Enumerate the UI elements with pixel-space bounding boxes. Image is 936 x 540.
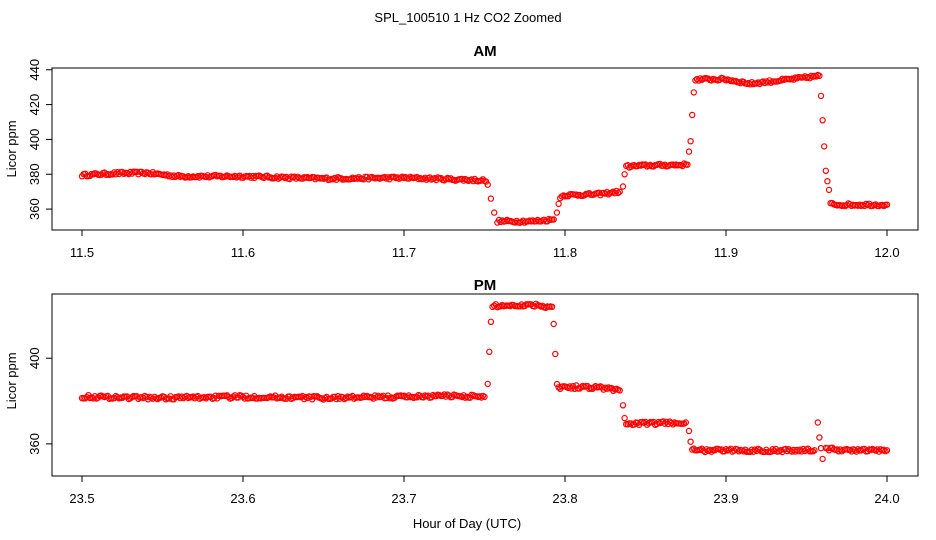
data-point [814,419,822,426]
data-point [819,455,826,463]
x-tick-label: 24.0 [874,491,899,506]
x-tick-label: 23.5 [69,491,94,506]
x-tick-label: 11.8 [553,245,577,260]
data-point [825,186,833,194]
data-point [264,172,271,179]
data-point [621,414,628,422]
data-point [553,209,561,216]
data-point [447,175,454,182]
data-point [811,447,818,454]
axes: 11.5 11.6 11.7 11.8 11.9 12.0 360 380 400 420 440 [27,59,900,260]
x-tick-label: 23.6 [230,491,255,506]
x-tick-label: 11.6 [231,245,255,260]
y-tick-label: 380 [27,163,42,185]
data-point [816,72,823,80]
data-point [164,171,171,178]
data-point [821,143,828,150]
data-point [824,177,831,185]
y-tick-label: 440 [27,59,42,81]
data-point [484,181,491,188]
data-point [223,392,231,399]
data-point [684,161,691,168]
x-tick-label: 23.9 [713,491,738,506]
data-point [550,216,557,223]
data-point [813,73,820,80]
data-point [682,419,690,426]
data-point [761,79,768,87]
y-axis-label: Licor ppm [4,120,19,177]
data-point [555,200,562,208]
data-point [883,201,891,208]
data-point [816,434,823,441]
data-point [550,320,557,328]
data-point [883,447,891,454]
x-tick-label: 11.5 [70,245,94,260]
data-point [880,446,888,453]
panel-title: AM [473,43,496,60]
data-point [486,348,493,355]
data-point [532,300,540,307]
data-point [552,350,559,358]
data-point [685,427,693,435]
x-tick-label: 11.9 [714,245,738,260]
data-point [484,380,491,388]
data-point [819,117,826,124]
data-point [708,448,715,455]
y-tick-label: 420 [27,94,42,116]
data-point [689,111,696,119]
y-axis-label: Licor ppm [4,352,19,409]
data-point [687,438,694,445]
x-axis-label: Hour of Day (UTC) [413,516,521,531]
data-point [370,395,377,402]
data-point [769,446,776,453]
data-point [491,209,498,216]
data-point [154,395,161,403]
x-tick-label: 11.7 [392,245,416,260]
data-series [78,300,891,463]
data-point [703,446,710,453]
figure-title: SPL_100510 1 Hz CO2 Zoomed [374,10,561,25]
data-point [487,318,495,325]
chart-panel-pm: PM Licor ppm 23.5 23.6 23.7 23.8 23.9 24.0 360… [4,277,919,506]
data-point [621,171,628,178]
y-tick-label: 360 [27,198,42,220]
y-tick-label: 360 [27,433,42,455]
data-point [405,392,412,399]
plot-frame [51,67,919,231]
data-point [548,303,556,310]
data-point [690,89,698,96]
panel-title: PM [474,277,497,294]
data-point [553,380,561,388]
axes: 23.5 23.6 23.7 23.8 23.9 24.0 360 400 [27,347,900,506]
x-tick-label: 12.0 [874,245,899,260]
data-point [482,178,490,185]
data-point [817,92,825,100]
data-point [481,393,488,400]
x-tick-label: 23.8 [552,491,577,506]
data-point [616,188,623,195]
data-point [822,167,830,174]
data-series [78,71,891,226]
data-point [687,137,694,145]
data-point [619,402,627,409]
y-tick-label: 400 [27,129,42,151]
data-point [619,183,627,190]
chart-panel-am: AM Licor ppm 11.5 11.6 11.7 11.8 11.9 12.0 360… [4,43,919,260]
data-point [616,387,623,394]
y-tick-label: 400 [27,347,42,369]
x-tick-label: 23.7 [391,491,416,506]
data-point [685,148,693,155]
data-point [478,394,485,401]
data-point [487,195,495,202]
